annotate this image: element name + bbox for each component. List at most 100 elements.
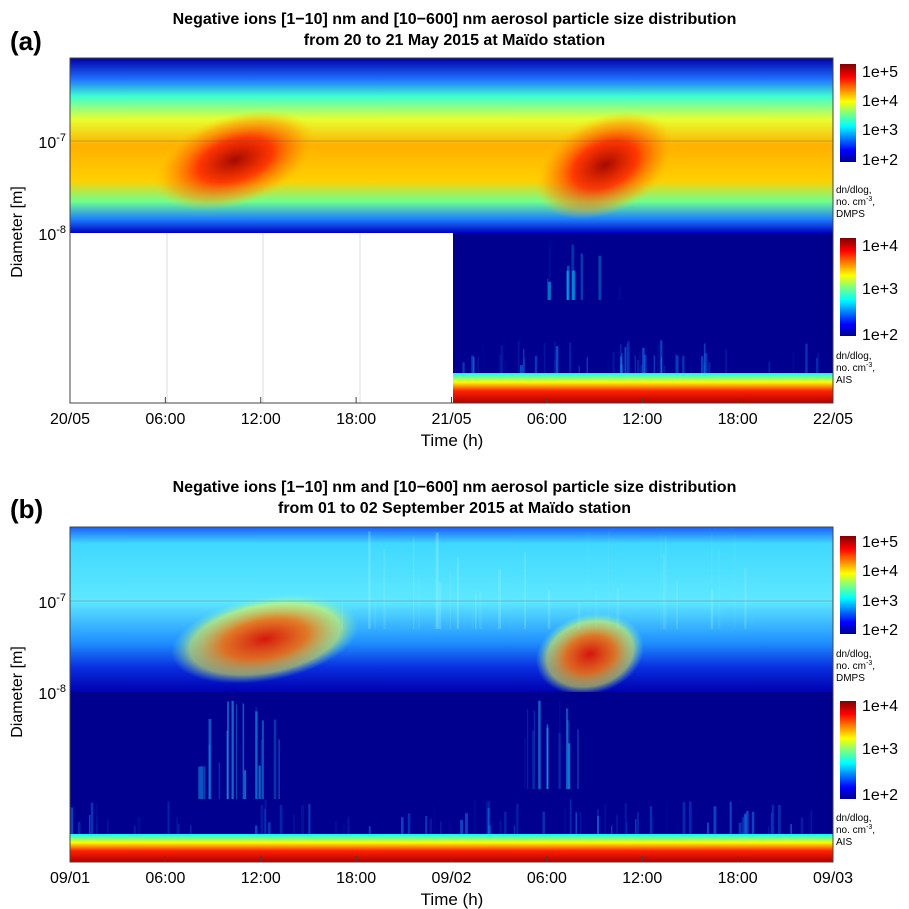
heatmap-streak xyxy=(347,817,349,834)
heatmap-streak xyxy=(167,801,170,834)
heatmap-streak xyxy=(301,804,304,834)
cbar-b-ais-tick-2: 1e+2 xyxy=(862,787,898,804)
heatmap-streak xyxy=(429,818,432,834)
heatmap-streak xyxy=(708,362,711,373)
ytick-a-1e-8: 10-8 xyxy=(38,224,66,244)
heatmap-streak xyxy=(492,557,494,629)
heatmap-streak xyxy=(543,343,546,373)
chart-title-a-line2: from 20 to 21 May 2015 at Maïdo station xyxy=(303,32,606,49)
heatmap-streak xyxy=(264,809,266,834)
heatmap-streak xyxy=(637,812,639,834)
heatmap-streak xyxy=(463,594,464,629)
cbar-b-ais-label-0: dn/dlog, xyxy=(836,813,872,824)
heatmap-streak xyxy=(261,720,264,799)
heatmap-streak xyxy=(239,745,241,799)
heatmap-streak xyxy=(598,255,602,300)
heatmap-streak xyxy=(569,799,572,834)
heatmap-streak xyxy=(520,365,523,373)
heatmap-streak xyxy=(258,765,261,799)
heatmap-streak xyxy=(577,602,581,629)
heatmap-streak xyxy=(226,730,228,799)
heatmap-streak xyxy=(746,810,749,834)
heatmap-streak xyxy=(666,800,668,834)
ytick-a-1e-7: 10-7 xyxy=(38,132,66,152)
cbar-a-dmps-label-0: dn/dlog, xyxy=(836,185,872,196)
heatmap-streak xyxy=(70,807,74,834)
heatmap-streak xyxy=(624,346,627,373)
heatmap-streak xyxy=(660,340,663,373)
xlabel-b: Time (h) xyxy=(421,890,484,909)
heatmap-streak xyxy=(571,244,575,300)
cbar-a-ais-label-0: dn/dlog, xyxy=(836,351,872,362)
heatmap-streak xyxy=(743,814,747,834)
heatmap-streak xyxy=(816,357,818,373)
heatmap-streak xyxy=(700,356,704,373)
heatmap-streak xyxy=(607,531,609,629)
heatmap-streak xyxy=(707,822,709,834)
heatmap-streak xyxy=(703,343,706,373)
heatmap-streak xyxy=(244,770,247,799)
heatmap-streak xyxy=(620,364,624,373)
heatmap-streak xyxy=(643,354,647,373)
heatmap-streak xyxy=(255,825,258,834)
heatmap-streak xyxy=(293,814,295,834)
heatmap-streak xyxy=(448,821,451,834)
heatmap-streak xyxy=(713,806,717,834)
heatmap-streak xyxy=(767,826,770,834)
heatmap-streak xyxy=(457,556,459,629)
heatmap-streak xyxy=(586,531,590,629)
ais-missing-region-a xyxy=(70,233,453,403)
heatmap-chart-b: 10-7 10-8 Diameter [m] 09/01 06:00 12:00 18… xyxy=(9,526,898,909)
xtick-label: 06:00 xyxy=(527,870,567,887)
heatmap-streak xyxy=(477,357,479,373)
heatmap-streak xyxy=(677,355,679,373)
heatmap-streak xyxy=(559,699,561,789)
heatmap-streak xyxy=(690,364,692,373)
heatmap-streak xyxy=(566,270,569,300)
xtick-label: 12:00 xyxy=(622,411,662,428)
heatmap-streak xyxy=(744,813,747,834)
nucleation-event-a-1 xyxy=(152,109,318,211)
nucleation-event-b-1 xyxy=(171,594,359,684)
heatmap-streak xyxy=(676,823,678,834)
heatmap-streak xyxy=(472,356,475,373)
cbar-b-dmps-label-2: DMPS xyxy=(836,673,865,684)
cbar-b-dmps-label-1: no. cm-3, xyxy=(836,660,875,672)
colorbar-dmps-b xyxy=(840,536,856,634)
heatmap-streak xyxy=(227,701,229,799)
heatmap-streak xyxy=(660,357,663,373)
xtick-label: 09/01 xyxy=(50,870,90,887)
heatmap-streak xyxy=(675,354,677,373)
heatmap-streak xyxy=(268,822,271,834)
heatmap-streak xyxy=(553,360,556,373)
heatmap-streak xyxy=(279,804,283,834)
heatmap-streak xyxy=(710,589,714,629)
heatmap-streak xyxy=(471,355,474,373)
heatmap-streak xyxy=(595,589,598,629)
heatmap-streak xyxy=(524,552,527,629)
xtick-label: 12:00 xyxy=(241,411,281,428)
heatmap-streak xyxy=(684,821,685,834)
heatmap-streak xyxy=(203,766,206,799)
ais-small-ion-band-a xyxy=(453,373,833,403)
heatmap-streak xyxy=(498,569,501,629)
heatmap-streak xyxy=(642,347,645,373)
ytick-b-1e-7: 10-7 xyxy=(38,592,66,612)
nucleation-event-a-2 xyxy=(534,111,676,219)
cbar-a-ais-tick-0: 1e+4 xyxy=(862,238,898,255)
heatmap-streak xyxy=(462,362,465,373)
heatmap-streak xyxy=(637,359,639,373)
heatmap-streak xyxy=(580,253,583,300)
heatmap-streak xyxy=(433,804,435,834)
heatmap-streak xyxy=(729,801,732,834)
heatmap-streak xyxy=(504,360,507,373)
heatmap-streak xyxy=(547,278,549,300)
cbar-b-ais-label-1: no. cm-3, xyxy=(836,824,875,836)
heatmap-streak xyxy=(416,575,419,629)
heatmap-streak xyxy=(566,265,570,300)
heatmap-streak xyxy=(809,811,813,834)
heatmap-streak xyxy=(621,353,623,373)
heatmap-streak xyxy=(578,365,580,373)
heatmap-streak xyxy=(479,590,482,629)
heatmap-streak xyxy=(490,821,494,834)
